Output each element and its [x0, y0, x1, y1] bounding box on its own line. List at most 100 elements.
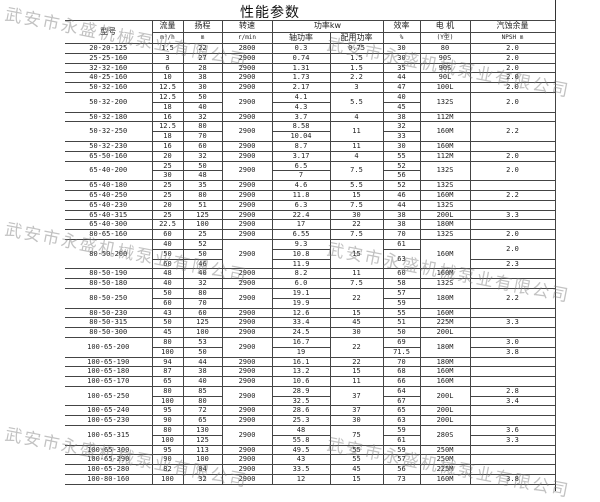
model-cell: 65-50-160	[65, 150, 153, 162]
motor-cell: 160M	[419, 366, 471, 378]
efficiency-cell: 66	[382, 376, 421, 387]
shaft-power-cell: 4.1	[271, 91, 331, 103]
npsh-cell	[469, 376, 556, 387]
header-power: 功率kw	[271, 20, 384, 33]
speed-cell: 2900	[221, 72, 273, 84]
speed-cell: 2900	[221, 238, 273, 270]
rated-power-cell: 5.5	[329, 180, 384, 191]
speed-cell: 2900	[221, 219, 273, 231]
table-row: 25-25-160 3 27 2900 0.74 1.5 30 90S 2.0	[65, 52, 556, 64]
npsh-cell	[469, 444, 556, 456]
model-cell: 65-40-230	[65, 199, 153, 211]
header-npsh: 汽蚀余量	[469, 20, 556, 33]
npsh-cell	[469, 405, 556, 417]
rated-power-cell: 11	[329, 268, 384, 280]
speed-cell: 2900	[221, 405, 273, 417]
motor-cell: 160M	[419, 474, 471, 485]
head-cell: 70	[182, 297, 223, 309]
speed-cell: 2900	[221, 180, 273, 191]
model-cell: 65-40-180	[65, 180, 153, 191]
npsh-cell: 3.6	[469, 425, 556, 436]
model-cell: 50-32-200	[65, 91, 153, 113]
speed-cell: 2900	[221, 317, 273, 329]
rated-power-cell: 7.5	[329, 160, 384, 182]
header-shaft-power: 轴功率	[271, 31, 331, 44]
npsh-cell: 2.0	[469, 43, 556, 54]
head-cell: 40	[182, 268, 223, 280]
table-row: 65-40-230 20 51 2900 6.3 7.5 44 132S	[65, 199, 556, 211]
npsh-cell: 2.3	[469, 258, 556, 270]
divider	[555, 0, 556, 491]
flow-cell: 22.5	[151, 219, 184, 231]
shaft-power-cell: 13.2	[271, 366, 331, 378]
npsh-cell: 3.4	[469, 395, 556, 407]
efficiency-cell: 63	[382, 415, 421, 427]
npsh-cell: 2.0	[469, 160, 556, 182]
model-cell: 100-65-190	[65, 356, 153, 368]
rated-power-cell: 37	[329, 385, 384, 407]
motor-cell: 132S	[419, 199, 471, 211]
table-row: 50-32-200 12.5 50 2900 4.1 5.5 40 132S 2.0	[65, 91, 556, 113]
header-speed: 转速	[221, 20, 273, 33]
motor-cell: 80	[419, 43, 471, 54]
shaft-power-cell: 8.58	[271, 121, 331, 133]
speed-cell: 2900	[221, 415, 273, 427]
motor-cell: 180M	[419, 356, 471, 368]
shaft-power-cell: 0.3	[271, 43, 331, 54]
model-cell: 80-50-200	[65, 238, 153, 270]
rated-power-cell: 15	[329, 307, 384, 319]
head-cell: 38	[182, 72, 223, 84]
shaft-power-cell: 6.55	[271, 229, 331, 240]
head-cell: 80	[182, 121, 223, 133]
efficiency-cell: 61	[382, 434, 421, 446]
model-cell: 65-40-300	[65, 219, 153, 231]
model-cell: 100-65-290	[65, 454, 153, 466]
table-row: 65-40-180 25 35 2900 4.6 5.5 52 132S	[65, 180, 556, 191]
model-cell: 80-65-160	[65, 229, 153, 240]
shaft-power-cell: 33.5	[271, 464, 331, 476]
table-row: 100-65-300 95 113 2900 49.5 55 59 250M	[65, 444, 556, 456]
rated-power-cell: 2.2	[329, 72, 384, 84]
head-cell: 32	[182, 278, 223, 289]
head-cell: 80	[182, 189, 223, 201]
shaft-power-cell: 28.9	[271, 385, 331, 397]
table-row: 100-65-190 94 44 2900 16.1 22 70 180M	[65, 356, 556, 368]
shaft-power-cell: 19.1	[271, 287, 331, 299]
flow-cell: 100	[151, 346, 184, 358]
speed-cell: 2900	[221, 287, 273, 309]
head-cell: 51	[182, 199, 223, 211]
table-row: 50-32-250 12.5 80 2900 8.58 11 32 160M 2.2	[65, 121, 556, 142]
rated-power-cell: 5.5	[329, 91, 384, 113]
rated-power-cell: 55	[329, 454, 384, 466]
motor-cell: 160M	[419, 121, 471, 142]
npsh-cell	[469, 268, 556, 280]
table-row: 30 48 7 56	[65, 170, 555, 182]
shaft-power-cell: 4.3	[271, 101, 331, 113]
head-cell: 22	[182, 43, 223, 54]
flow-cell: 16	[151, 140, 184, 152]
shaft-power-cell: 48	[271, 425, 331, 436]
model-cell: 100-65-200	[65, 336, 153, 358]
speed-cell: 2900	[221, 278, 273, 289]
speed-cell: 2900	[221, 189, 273, 201]
model-cell: 100-65-300	[65, 444, 153, 456]
head-cell: 30	[182, 82, 223, 93]
rated-power-cell: 11	[329, 121, 384, 142]
model-cell: 65-40-250	[65, 189, 153, 201]
flow-cell: 100	[151, 474, 184, 485]
npsh-cell	[469, 464, 556, 476]
efficiency-cell: 44	[382, 72, 421, 84]
table-row: 65-40-315 25 125 2900 22.4 30 38 200L 3.3	[65, 209, 556, 221]
flow-cell: 80	[151, 385, 184, 397]
flow-cell: 18	[151, 101, 184, 113]
efficiency-cell: 55	[382, 150, 421, 162]
efficiency-cell: 44	[382, 199, 421, 211]
rated-power-cell: 11	[329, 140, 384, 152]
model-cell: 50-32-230	[65, 140, 153, 152]
head-cell: 32	[182, 474, 223, 485]
efficiency-cell: 35	[382, 62, 421, 74]
npsh-cell	[469, 307, 556, 319]
flow-cell: 20	[151, 199, 184, 211]
npsh-cell	[469, 327, 556, 338]
shaft-power-cell: 3.17	[271, 150, 331, 162]
